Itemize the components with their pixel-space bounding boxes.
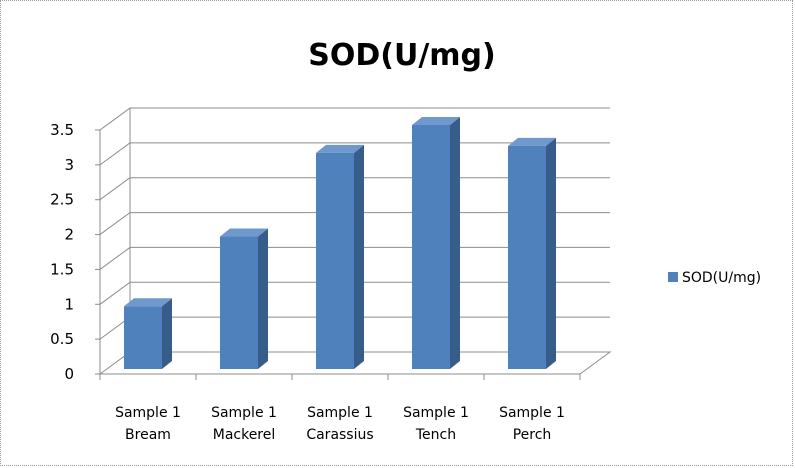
bar-side xyxy=(354,144,364,369)
y-tick-label: 0.5 xyxy=(50,330,74,348)
chart-title: SOD(U/mg) xyxy=(308,38,496,73)
y-tick-label: 1.5 xyxy=(50,260,74,278)
bar-top xyxy=(316,144,364,153)
y-tick-label: 3.5 xyxy=(50,121,74,139)
y-tick-label: 3 xyxy=(64,156,74,174)
bar xyxy=(508,137,556,369)
legend: SOD(U/mg) xyxy=(668,270,761,286)
bar-front xyxy=(220,236,258,369)
x-tick-label: Sample 1 xyxy=(115,405,181,421)
bar-top xyxy=(412,117,460,125)
x-tick-label: Perch xyxy=(513,427,552,443)
bars xyxy=(124,117,556,369)
x-tick-label: Tench xyxy=(415,427,456,443)
bar xyxy=(220,228,268,369)
bar-side xyxy=(258,228,268,369)
bar xyxy=(124,298,172,369)
y-tick-label: 2.5 xyxy=(50,191,74,209)
bar-side xyxy=(450,117,460,369)
bar-top xyxy=(508,137,556,146)
y-tick-label: 2 xyxy=(64,226,74,244)
y-tick-label: 0 xyxy=(64,365,74,383)
x-tick-label: Sample 1 xyxy=(307,405,373,421)
bar-front xyxy=(412,125,450,369)
x-tick-label: Mackerel xyxy=(213,427,276,443)
y-tick-label: 1 xyxy=(64,295,74,313)
bar-top xyxy=(220,228,268,237)
bar-side xyxy=(546,137,556,369)
x-tick-label: Bream xyxy=(125,427,171,443)
x-tick-label: Sample 1 xyxy=(403,405,469,421)
x-tick-label: Carassius xyxy=(306,427,373,443)
bar-side xyxy=(162,298,172,369)
x-axis: Sample 1 Bream Sample 1 Mackerel Sample 1 Car… xyxy=(99,373,581,443)
x-tick-label: Sample 1 xyxy=(211,405,277,421)
legend-swatch xyxy=(668,272,678,282)
x-tick-label: Sample 1 xyxy=(499,405,565,421)
bar-front xyxy=(124,306,162,369)
gridline xyxy=(99,107,610,131)
legend-label: SOD(U/mg) xyxy=(682,270,761,286)
y-axis: 0 0.5 1 1.5 2 2.5 3 3.5 xyxy=(50,121,101,383)
bar-top xyxy=(124,298,172,307)
bar xyxy=(316,144,364,369)
bar-front xyxy=(508,145,546,369)
bar-front xyxy=(316,152,354,369)
bar xyxy=(412,117,460,369)
